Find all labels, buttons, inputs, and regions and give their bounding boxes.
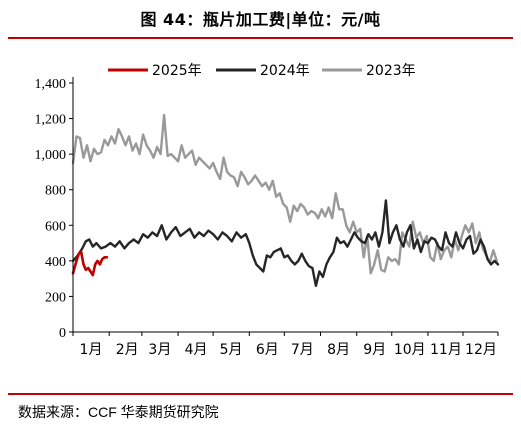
x-tick-label: 6月 bbox=[256, 342, 279, 358]
x-tick-label: 9月 bbox=[363, 342, 386, 358]
source-prefix: 数据来源： bbox=[18, 405, 88, 421]
title-rule bbox=[8, 37, 513, 39]
legend-label: 2024年 bbox=[260, 63, 310, 79]
chart-title: 图 44：瓶片加工费|单位：元/吨 bbox=[140, 10, 381, 29]
x-tick-label: 2月 bbox=[116, 342, 139, 358]
y-tick-label: 800 bbox=[45, 184, 66, 199]
line-chart: 2025年 2024年 2023年 0 200 400 600 800 1,000 1,200 1… bbox=[35, 63, 500, 358]
series-line-2024年 bbox=[71, 199, 500, 288]
legend-label: 2023年 bbox=[366, 63, 416, 79]
y-tick-label: 200 bbox=[45, 290, 66, 305]
x-tick-label: 3月 bbox=[148, 342, 171, 358]
x-tick-label: 7月 bbox=[291, 342, 314, 358]
x-tick-label: 12月 bbox=[465, 342, 497, 358]
series-line-2025年 bbox=[71, 250, 109, 277]
y-tick-label: 600 bbox=[45, 219, 66, 234]
y-tick-label: 0 bbox=[59, 326, 66, 341]
y-axis: 0 200 400 600 800 1,000 1,200 1,400 bbox=[35, 77, 74, 341]
series-line-2023年 bbox=[71, 113, 498, 275]
source-rule bbox=[8, 393, 513, 395]
x-tick-label: 10月 bbox=[394, 342, 426, 358]
x-axis: 1月 2月 3月 4月 5月 6月 7月 8月 9月 10月 11月 12月 bbox=[72, 331, 499, 358]
source-name: CCF 华泰期货研究院 bbox=[88, 404, 219, 420]
x-tick-label: 5月 bbox=[220, 342, 243, 358]
x-tick-label: 8月 bbox=[327, 342, 350, 358]
legend-label: 2025年 bbox=[152, 63, 202, 79]
plot-area bbox=[71, 113, 500, 288]
source-note: 数据来源：CCF 华泰期货研究院 bbox=[18, 402, 219, 422]
x-tick-label: 11月 bbox=[430, 342, 462, 358]
y-tick-label: 400 bbox=[45, 255, 66, 270]
y-tick-label: 1,000 bbox=[35, 148, 67, 163]
legend: 2025年 2024年 2023年 bbox=[108, 63, 416, 79]
x-tick-label: 1月 bbox=[80, 342, 103, 358]
x-tick-label: 4月 bbox=[185, 342, 208, 358]
y-tick-label: 1,200 bbox=[35, 113, 67, 128]
y-tick-label: 1,400 bbox=[35, 77, 67, 92]
